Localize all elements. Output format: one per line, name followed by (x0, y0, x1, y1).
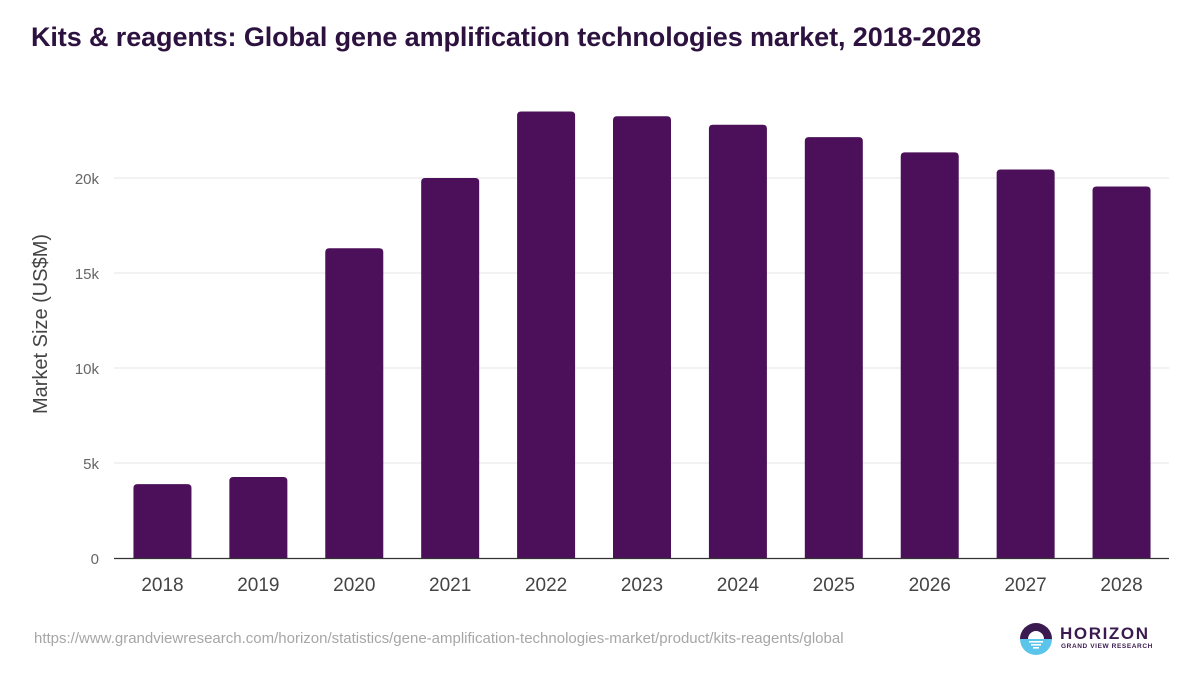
y-tick-label: 5k (83, 456, 99, 473)
horizon-sun-logo-icon (1020, 623, 1052, 655)
bar-2023[interactable] (613, 116, 671, 558)
bar-2028[interactable] (1092, 186, 1151, 559)
x-tick-label: 2019 (237, 575, 279, 596)
bar-2025[interactable] (804, 137, 863, 558)
x-axis-ticks: 2018 2019 2020 2021 2022 2023 2024 2025 2026 2027… (141, 575, 1142, 596)
y-axis-label: Market Size (US$M) (30, 234, 52, 414)
logo-subtitle: GRAND VIEW RESEARCH (1061, 643, 1153, 650)
x-tick-label: 2028 (1100, 575, 1142, 596)
y-axis-ticks: 0 5k 10k 15k 20k (75, 171, 100, 568)
x-tick-label: 2018 (141, 575, 183, 596)
x-tick-label: 2023 (621, 575, 663, 596)
x-tick-label: 2026 (909, 575, 951, 596)
y-tick-label: 20k (75, 171, 100, 188)
bar-2018[interactable] (133, 484, 192, 558)
y-tick-label: 10k (75, 361, 100, 378)
y-tick-label: 0 (91, 551, 99, 568)
x-tick-label: 2024 (717, 575, 760, 596)
bar-2026[interactable] (900, 152, 959, 558)
x-tick-label: 2021 (429, 575, 471, 596)
bar-2021[interactable] (421, 178, 480, 558)
bar-2027[interactable] (996, 169, 1055, 558)
chart-title: Kits & reagents: Global gene amplificati… (31, 22, 982, 52)
logo-name: HORIZON (1060, 624, 1150, 643)
horizon-logo[interactable]: HORIZON GRAND VIEW RESEARCH (1019, 621, 1154, 657)
x-tick-label: 2027 (1004, 575, 1046, 596)
source-url[interactable]: https://www.grandviewresearch.com/horizo… (34, 630, 844, 647)
bar-2022[interactable] (517, 111, 576, 559)
bar-2024[interactable] (708, 124, 767, 559)
y-tick-label: 15k (75, 266, 100, 283)
bars (133, 111, 1151, 559)
bar-2020[interactable] (325, 248, 384, 559)
x-tick-label: 2020 (333, 575, 375, 596)
x-tick-label: 2022 (525, 575, 567, 596)
bar-2019[interactable] (229, 477, 288, 558)
x-tick-label: 2025 (813, 575, 855, 596)
